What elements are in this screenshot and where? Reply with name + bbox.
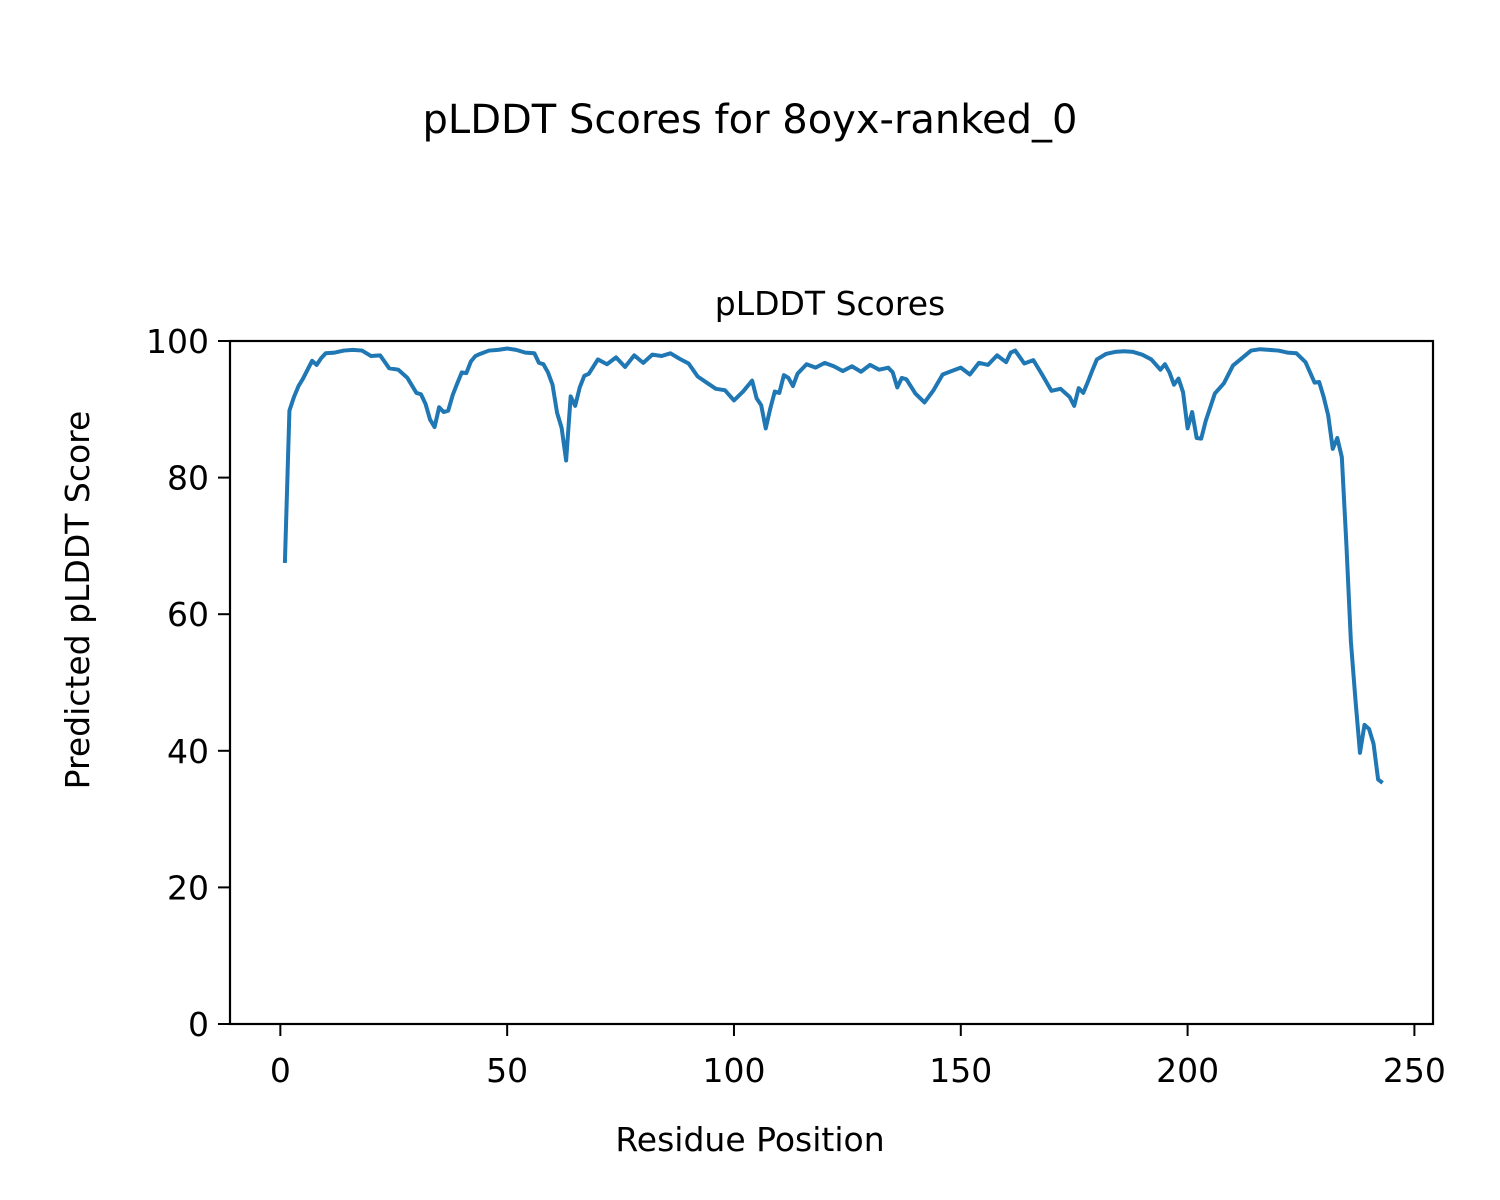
chart-title: pLDDT Scores: [715, 284, 945, 323]
y-tick-label-60: 60: [167, 595, 209, 634]
x-tick-label-100: 100: [702, 1051, 765, 1090]
x-tick-label-250: 250: [1383, 1051, 1446, 1090]
y-tick-label-80: 80: [167, 459, 209, 498]
x-tick-label-50: 50: [486, 1051, 528, 1090]
y-tick-label-40: 40: [167, 732, 209, 771]
plot-area: 0 50 100 150 200 250 0 20 40 60 80 100: [146, 322, 1446, 1090]
x-tick-label-0: 0: [270, 1051, 291, 1090]
y-tick-label-20: 20: [167, 868, 209, 907]
y-tick-label-100: 100: [146, 322, 209, 361]
x-tick-label-150: 150: [929, 1051, 992, 1090]
axes-frame: [228, 339, 1435, 1026]
x-axis-label: Residue Position: [615, 1120, 884, 1159]
y-axis-label: Predicted pLDDT Score: [58, 411, 97, 790]
y-tick-label-0: 0: [188, 1005, 209, 1044]
figure-suptitle: pLDDT Scores for 8oyx-ranked_0: [423, 97, 1078, 143]
x-tick-label-200: 200: [1156, 1051, 1219, 1090]
series-line-0: [282, 346, 1384, 785]
